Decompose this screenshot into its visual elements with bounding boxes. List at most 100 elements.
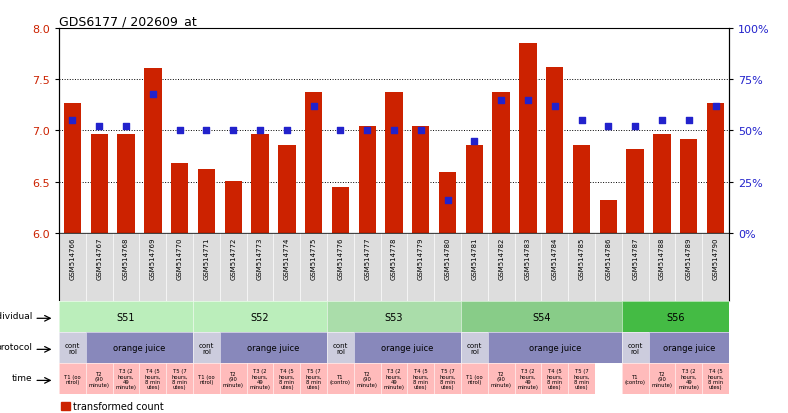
Bar	[680, 139, 697, 233]
Text: T4 (5
hours,
8 min
utes): T4 (5 hours, 8 min utes)	[145, 368, 161, 389]
Text: orange juice: orange juice	[381, 344, 433, 352]
Text: T1
(contro): T1 (contro)	[330, 374, 351, 384]
Bar	[225, 181, 242, 233]
Bar	[278, 145, 296, 233]
Text: individual: individual	[0, 311, 32, 320]
Bar	[61, 402, 69, 410]
Bar	[707, 104, 724, 233]
Text: GSM514781: GSM514781	[471, 237, 478, 279]
Text: cont
rol: cont rol	[333, 342, 348, 354]
Text: orange juice: orange juice	[663, 344, 715, 352]
Bar	[519, 44, 537, 233]
Text: GSM514786: GSM514786	[605, 237, 611, 279]
Text: orange juice: orange juice	[247, 344, 299, 352]
Text: GSM514769: GSM514769	[150, 237, 156, 279]
Text: cont
rol: cont rol	[627, 342, 643, 354]
Point	[441, 197, 454, 204]
Text: protocol: protocol	[0, 342, 32, 351]
Text: GSM514784: GSM514784	[552, 237, 558, 279]
Text: T5 (7
hours,
8 min
utes): T5 (7 hours, 8 min utes)	[440, 368, 455, 389]
Bar	[573, 145, 590, 233]
Text: transformed count: transformed count	[73, 401, 164, 411]
Text: T1 (oo
ntrol): T1 (oo ntrol)	[466, 374, 483, 384]
Bar	[332, 188, 349, 233]
Text: cont
rol: cont rol	[466, 342, 482, 354]
Text: GSM514783: GSM514783	[525, 237, 531, 279]
Point	[93, 124, 106, 131]
Text: GSM514778: GSM514778	[391, 237, 397, 279]
Text: T2
(90
minute): T2 (90 minute)	[652, 371, 672, 387]
Text: GSM514770: GSM514770	[177, 237, 183, 279]
Bar	[359, 127, 376, 233]
Point	[495, 97, 507, 104]
Text: S51: S51	[117, 312, 136, 322]
Bar	[117, 134, 135, 233]
Point	[548, 103, 561, 110]
Text: T4 (5
hours,
8 min
utes): T4 (5 hours, 8 min utes)	[279, 368, 295, 389]
Text: T2
(90
minute): T2 (90 minute)	[357, 371, 377, 387]
Text: orange juice: orange juice	[113, 344, 165, 352]
Text: T4 (5
hours,
8 min
utes): T4 (5 hours, 8 min utes)	[413, 368, 429, 389]
Text: T2
(90
minute): T2 (90 minute)	[223, 371, 243, 387]
Text: GSM514767: GSM514767	[96, 237, 102, 279]
Text: T2
(90
minute): T2 (90 minute)	[491, 371, 511, 387]
Point	[629, 124, 641, 131]
Text: GSM514771: GSM514771	[203, 237, 210, 279]
Bar	[144, 69, 162, 233]
Text: GSM514777: GSM514777	[364, 237, 370, 279]
Bar	[385, 92, 403, 233]
Text: T5 (7
hours,
8 min
utes): T5 (7 hours, 8 min utes)	[306, 368, 322, 389]
Text: GSM514766: GSM514766	[69, 237, 76, 279]
Bar	[439, 173, 456, 233]
Text: T1 (oo
ntrol): T1 (oo ntrol)	[198, 374, 215, 384]
Text: GSM514789: GSM514789	[686, 237, 692, 279]
Text: T3 (2
hours,
49
minute): T3 (2 hours, 49 minute)	[250, 368, 270, 389]
Point	[709, 103, 722, 110]
Bar	[626, 150, 644, 233]
Bar	[251, 134, 269, 233]
Text: cont
rol: cont rol	[199, 342, 214, 354]
Point	[200, 128, 213, 134]
Point	[173, 128, 186, 134]
Text: T3 (2
hours,
49
minute): T3 (2 hours, 49 minute)	[116, 368, 136, 389]
Text: GSM514788: GSM514788	[659, 237, 665, 279]
Text: cont
rol: cont rol	[65, 342, 80, 354]
Text: S56: S56	[666, 312, 685, 322]
Bar	[546, 68, 563, 233]
Bar	[653, 134, 671, 233]
Bar	[466, 145, 483, 233]
Text: T3 (2
hours,
49
minute): T3 (2 hours, 49 minute)	[384, 368, 404, 389]
Text: orange juice: orange juice	[529, 344, 581, 352]
Text: S54: S54	[532, 312, 551, 322]
Text: T5 (7
hours,
8 min
utes): T5 (7 hours, 8 min utes)	[172, 368, 188, 389]
Text: T1
(contro): T1 (contro)	[625, 374, 645, 384]
Bar	[492, 92, 510, 233]
Bar	[198, 170, 215, 233]
Text: GSM514779: GSM514779	[418, 237, 424, 279]
Point	[575, 118, 588, 124]
Text: GSM514785: GSM514785	[578, 237, 585, 279]
Bar	[412, 127, 429, 233]
Bar	[600, 201, 617, 233]
Bar	[91, 134, 108, 233]
Text: T4 (5
hours,
8 min
utes): T4 (5 hours, 8 min utes)	[708, 368, 723, 389]
Point	[682, 118, 695, 124]
Point	[388, 128, 400, 134]
Text: T3 (2
hours,
49
minute): T3 (2 hours, 49 minute)	[678, 368, 699, 389]
Text: GDS6177 / 202609_at: GDS6177 / 202609_at	[59, 15, 197, 28]
Text: GSM514787: GSM514787	[632, 237, 638, 279]
Text: GSM514775: GSM514775	[310, 237, 317, 279]
Text: GSM514776: GSM514776	[337, 237, 344, 279]
Point	[468, 138, 481, 145]
Point	[254, 128, 266, 134]
Text: GSM514773: GSM514773	[257, 237, 263, 279]
Text: T4 (5
hours,
8 min
utes): T4 (5 hours, 8 min utes)	[547, 368, 563, 389]
Bar	[171, 164, 188, 233]
Text: S52: S52	[251, 312, 269, 322]
Point	[361, 128, 374, 134]
Text: GSM514780: GSM514780	[444, 237, 451, 279]
Text: GSM514768: GSM514768	[123, 237, 129, 279]
Text: T3 (2
hours,
49
minute): T3 (2 hours, 49 minute)	[518, 368, 538, 389]
Point	[147, 91, 159, 97]
Point	[66, 118, 79, 124]
